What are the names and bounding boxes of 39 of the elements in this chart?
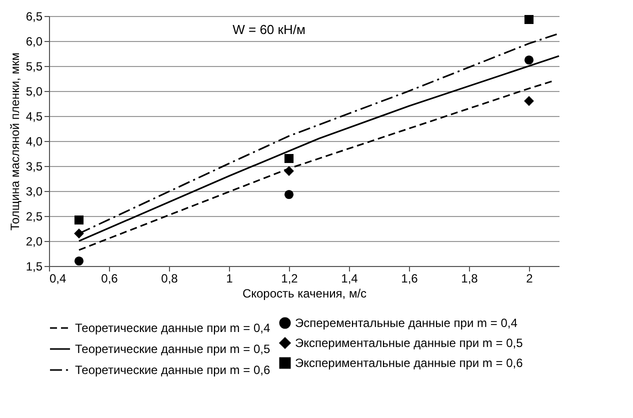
x-tick-label: 1,4: [341, 272, 358, 286]
x-tick-label: 2: [526, 272, 534, 286]
point: [74, 256, 84, 266]
y-tick-label: 3,5: [26, 160, 43, 174]
point: [74, 228, 84, 238]
x-tick-label: 0,4: [50, 272, 67, 286]
x-tick-label: 1,6: [401, 272, 418, 286]
y-tick-label: 5,0: [26, 84, 43, 98]
x-tick-label: 0,8: [161, 272, 178, 286]
x-tick-label: 0,6: [101, 272, 118, 286]
y-tick-label: 4,5: [26, 110, 43, 124]
y-axis-title: Толщина масляной пленки, мкм: [8, 52, 22, 230]
legend-label: Эсперементальные данные при m = 0,4: [295, 316, 518, 330]
point: [284, 190, 294, 200]
y-tick-label: 2,0: [26, 234, 43, 248]
point: [284, 166, 294, 176]
legend-label: Экспериментальные данные при m = 0,6: [295, 356, 524, 370]
x-tick-label: 1: [226, 272, 234, 286]
y-tick-label: 6,5: [26, 10, 43, 24]
point: [74, 215, 84, 225]
annotation: W = 60 кН/м: [232, 22, 306, 37]
y-tick-label: 4,0: [26, 134, 43, 148]
point: [524, 14, 534, 24]
y-tick-label: 5,5: [26, 60, 43, 74]
point: [524, 55, 534, 65]
legend-label: Теоретические данные при m = 0,5: [75, 342, 270, 356]
y-tick-label: 2,5: [26, 210, 43, 224]
legend-label: Экспериментальные данные при m = 0,5: [295, 336, 524, 350]
y-tick-label: 1,5: [26, 260, 43, 274]
x-tick-label: 1,2: [281, 272, 298, 286]
x-axis-title: Скорость качения, м/с: [242, 286, 367, 300]
legend-label: Теоретические данные при m = 0,4: [75, 321, 270, 335]
point: [284, 154, 294, 164]
y-tick-label: 6,0: [26, 34, 43, 48]
line-series: [78, 80, 554, 251]
x-tick-label: 1,8: [461, 272, 478, 286]
point: [524, 96, 534, 106]
y-tick-label: 3,0: [26, 184, 43, 198]
legend-label: Теоретические данные при m = 0,6: [75, 363, 270, 377]
